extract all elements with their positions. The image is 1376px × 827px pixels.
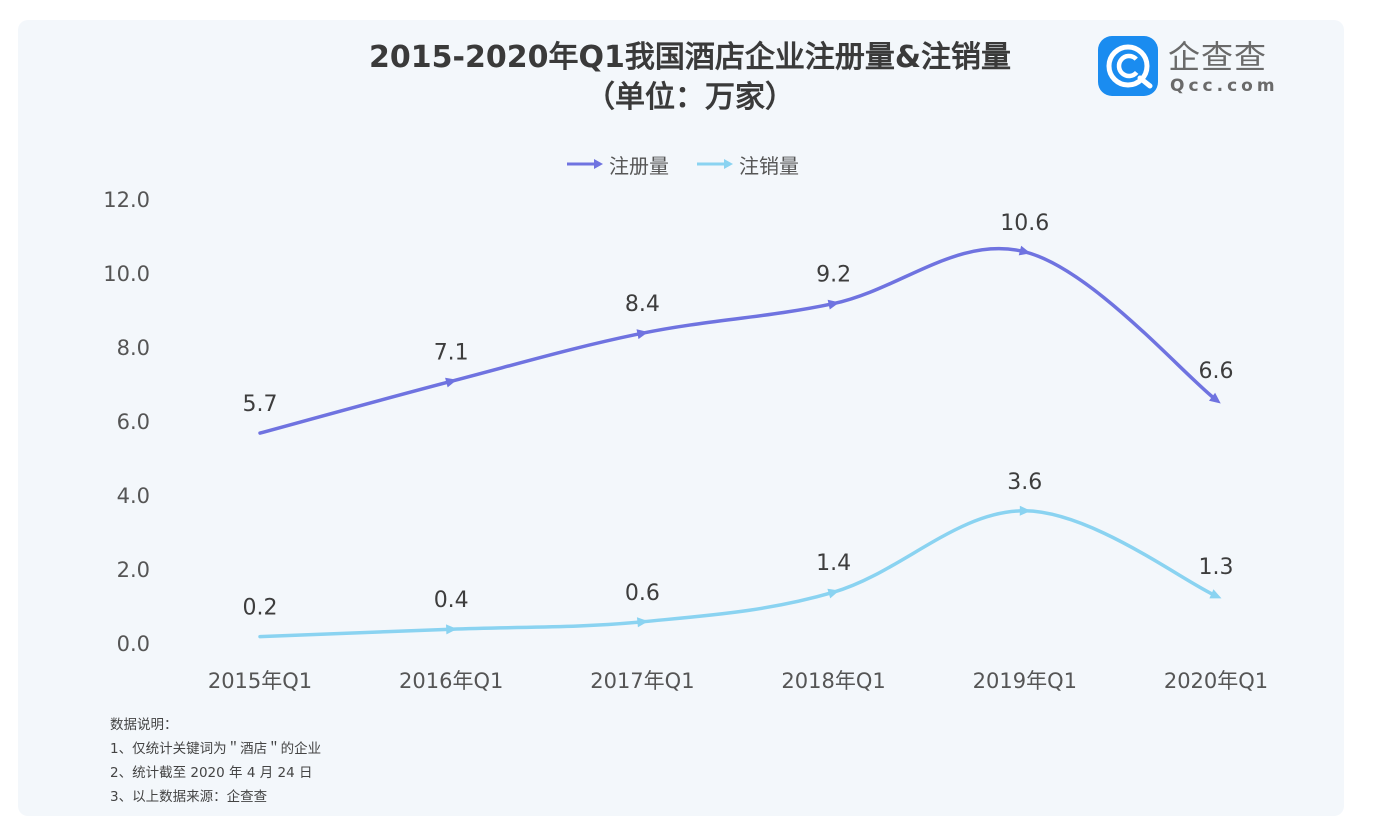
data-label: 3.6 [1007,470,1042,495]
data-point-marker [1209,589,1222,599]
chart-title: 2015-2020年Q1我国酒店企业注册量&注销量 [369,40,1011,75]
x-tick-label: 2017年Q1 [590,669,694,693]
data-notes: 数据说明： 1、仅统计关键词为＂酒店＂的企业 2、统计截至 2020 年 4 月… [110,713,321,809]
data-label: 0.4 [434,588,469,613]
series-line-1 [258,246,1218,435]
data-label: 1.3 [1199,555,1234,580]
note-line: 3、以上数据来源：企查查 [110,789,268,805]
data-point-marker [827,588,840,599]
data-point-marker [636,329,649,340]
y-tick-label: 10.0 [103,262,150,286]
note-line: 1、仅统计关键词为＂酒店＂的企业 [110,741,322,757]
legend-label: 注册量 [609,154,669,178]
x-tick-label: 2020年Q1 [1164,669,1268,693]
x-tick-label: 2018年Q1 [781,669,885,693]
data-label: 7.1 [434,340,469,365]
data-point-marker [636,617,649,628]
data-point-marker [1019,505,1031,516]
x-tick-label: 2015年Q1 [208,669,312,693]
note-line: 2、统计截至 2020 年 4 月 24 日 [110,765,313,781]
y-tick-label: 4.0 [117,484,150,508]
x-tick-label: 2016年Q1 [399,669,503,693]
legend-line-icon [567,159,603,169]
data-point-marker [445,377,458,388]
note-heading: 数据说明： [110,717,178,733]
series-line-2 [258,509,1218,639]
logo-badge-icon [1098,36,1158,96]
data-label: 1.4 [816,551,851,576]
data-label: 0.6 [625,581,660,606]
data-point-marker [827,299,840,310]
y-tick-label: 6.0 [117,410,150,434]
data-label: 5.7 [243,392,278,417]
y-tick-label: 2.0 [117,558,150,582]
legend-label: 注销量 [739,154,799,178]
logo-name: 企查查 [1168,38,1268,76]
chart-subtitle: （单位：万家） [585,80,795,115]
legend-line-icon [697,159,733,169]
data-label: 0.2 [243,596,278,621]
data-point-marker [446,624,458,635]
logo-domain: Qcc.com [1170,76,1279,96]
x-tick-label: 2019年Q1 [973,669,1077,693]
brand-logo: 企查查 Qcc.com [1098,30,1288,102]
y-tick-label: 8.0 [117,336,150,360]
data-label: 10.6 [1000,211,1049,236]
data-label: 6.6 [1199,359,1234,384]
y-tick-label: 0.0 [117,632,150,656]
data-label: 9.2 [816,263,851,288]
y-tick-label: 12.0 [103,188,150,212]
data-point-marker [1018,245,1031,256]
chart-panel [18,20,1344,816]
data-point-marker [1208,392,1221,404]
data-label: 8.4 [625,292,660,317]
